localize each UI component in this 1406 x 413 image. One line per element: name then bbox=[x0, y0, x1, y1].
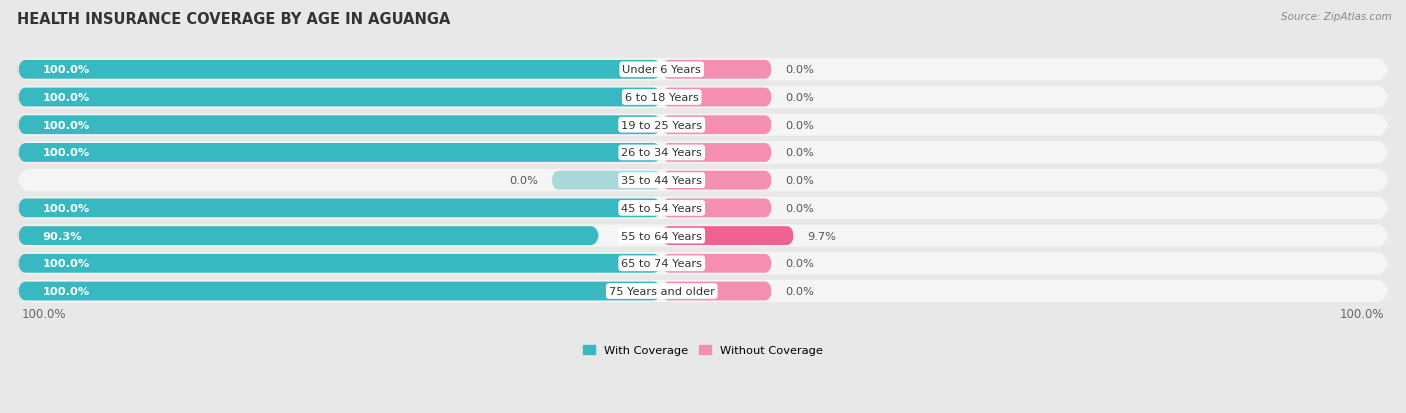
Text: 6 to 18 Years: 6 to 18 Years bbox=[624, 93, 699, 103]
Text: 100.0%: 100.0% bbox=[1340, 307, 1384, 320]
Text: 100.0%: 100.0% bbox=[42, 121, 90, 131]
FancyBboxPatch shape bbox=[662, 171, 772, 190]
Text: 100.0%: 100.0% bbox=[22, 307, 66, 320]
Text: 0.0%: 0.0% bbox=[786, 203, 814, 214]
FancyBboxPatch shape bbox=[18, 144, 662, 162]
Text: 0.0%: 0.0% bbox=[786, 65, 814, 75]
FancyBboxPatch shape bbox=[18, 282, 662, 301]
Text: 90.3%: 90.3% bbox=[42, 231, 82, 241]
Text: 55 to 64 Years: 55 to 64 Years bbox=[621, 231, 702, 241]
Text: HEALTH INSURANCE COVERAGE BY AGE IN AGUANGA: HEALTH INSURANCE COVERAGE BY AGE IN AGUA… bbox=[17, 12, 450, 27]
FancyBboxPatch shape bbox=[662, 88, 772, 107]
Text: Source: ZipAtlas.com: Source: ZipAtlas.com bbox=[1281, 12, 1392, 22]
FancyBboxPatch shape bbox=[18, 87, 1388, 109]
FancyBboxPatch shape bbox=[18, 142, 1388, 164]
FancyBboxPatch shape bbox=[18, 253, 1388, 275]
FancyBboxPatch shape bbox=[18, 280, 1388, 302]
Legend: With Coverage, Without Coverage: With Coverage, Without Coverage bbox=[583, 345, 823, 356]
Text: 0.0%: 0.0% bbox=[786, 176, 814, 186]
FancyBboxPatch shape bbox=[662, 254, 772, 273]
FancyBboxPatch shape bbox=[662, 116, 772, 135]
FancyBboxPatch shape bbox=[18, 227, 599, 245]
Text: 100.0%: 100.0% bbox=[42, 203, 90, 214]
Text: 45 to 54 Years: 45 to 54 Years bbox=[621, 203, 702, 214]
Text: 0.0%: 0.0% bbox=[786, 259, 814, 268]
FancyBboxPatch shape bbox=[18, 59, 1388, 81]
FancyBboxPatch shape bbox=[18, 170, 1388, 192]
Text: 0.0%: 0.0% bbox=[786, 121, 814, 131]
FancyBboxPatch shape bbox=[18, 88, 662, 107]
Text: 9.7%: 9.7% bbox=[807, 231, 837, 241]
FancyBboxPatch shape bbox=[18, 114, 1388, 136]
FancyBboxPatch shape bbox=[18, 61, 662, 80]
Text: 100.0%: 100.0% bbox=[42, 65, 90, 75]
Text: 0.0%: 0.0% bbox=[786, 148, 814, 158]
FancyBboxPatch shape bbox=[551, 171, 662, 190]
Text: 100.0%: 100.0% bbox=[42, 93, 90, 103]
Text: 0.0%: 0.0% bbox=[509, 176, 538, 186]
Text: Under 6 Years: Under 6 Years bbox=[623, 65, 702, 75]
Text: 19 to 25 Years: 19 to 25 Years bbox=[621, 121, 702, 131]
Text: 65 to 74 Years: 65 to 74 Years bbox=[621, 259, 702, 268]
Text: 26 to 34 Years: 26 to 34 Years bbox=[621, 148, 702, 158]
FancyBboxPatch shape bbox=[662, 282, 772, 301]
Text: 100.0%: 100.0% bbox=[42, 259, 90, 268]
Text: 35 to 44 Years: 35 to 44 Years bbox=[621, 176, 702, 186]
Text: 0.0%: 0.0% bbox=[786, 93, 814, 103]
FancyBboxPatch shape bbox=[18, 116, 662, 135]
FancyBboxPatch shape bbox=[662, 199, 772, 218]
FancyBboxPatch shape bbox=[18, 225, 1388, 247]
FancyBboxPatch shape bbox=[18, 254, 662, 273]
Text: 100.0%: 100.0% bbox=[42, 286, 90, 296]
FancyBboxPatch shape bbox=[18, 199, 662, 218]
FancyBboxPatch shape bbox=[662, 227, 794, 245]
Text: 100.0%: 100.0% bbox=[42, 148, 90, 158]
FancyBboxPatch shape bbox=[18, 197, 1388, 219]
Text: 75 Years and older: 75 Years and older bbox=[609, 286, 714, 296]
FancyBboxPatch shape bbox=[662, 144, 772, 162]
Text: 0.0%: 0.0% bbox=[786, 286, 814, 296]
FancyBboxPatch shape bbox=[662, 61, 772, 80]
